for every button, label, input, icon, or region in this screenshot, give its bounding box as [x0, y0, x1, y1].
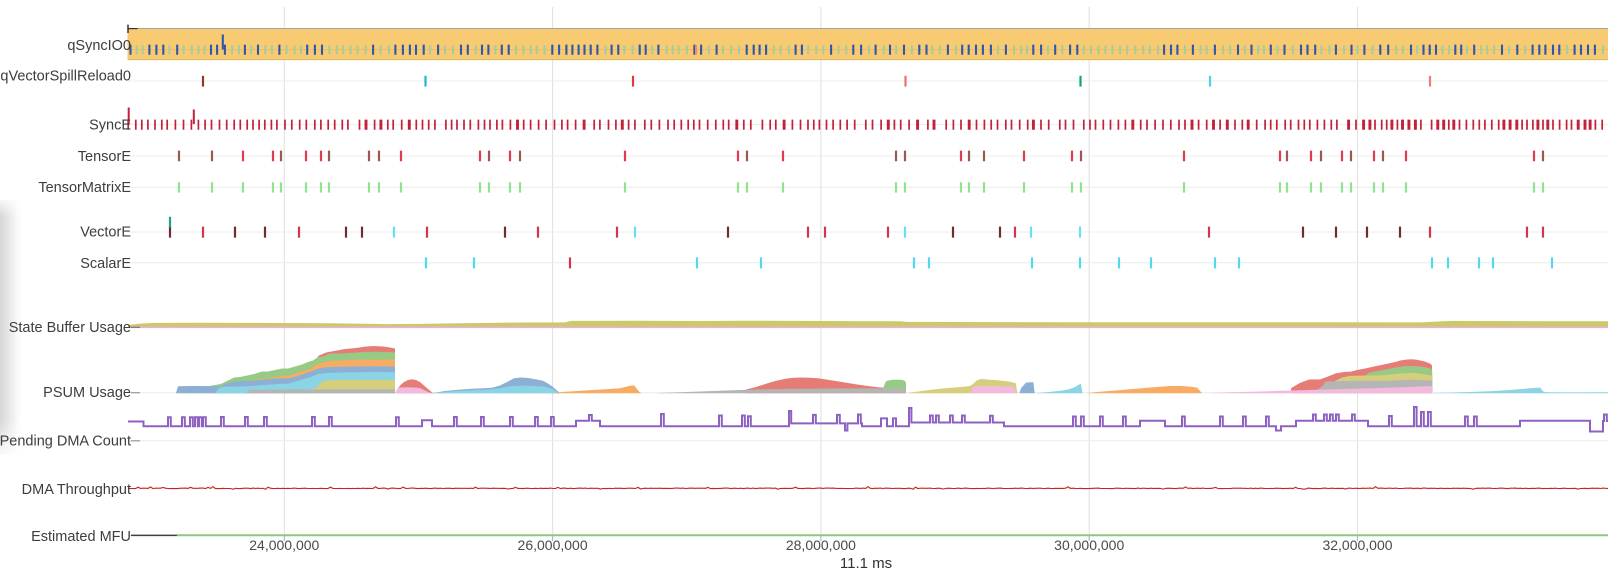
svg-text:28,000,000: 28,000,000	[786, 537, 856, 553]
svg-text:qSyncIO0: qSyncIO0	[67, 38, 131, 54]
svg-text:State Buffer Usage: State Buffer Usage	[9, 320, 131, 336]
svg-text:SyncE: SyncE	[89, 118, 131, 134]
svg-text:Pending DMA Count: Pending DMA Count	[0, 434, 131, 450]
svg-text:TensorMatrixE: TensorMatrixE	[38, 180, 131, 196]
svg-text:Estimated MFU: Estimated MFU	[31, 529, 131, 545]
svg-text:32,000,000: 32,000,000	[1322, 537, 1392, 553]
svg-text:TensorE: TensorE	[78, 149, 132, 165]
svg-text:30,000,000: 30,000,000	[1054, 537, 1124, 553]
svg-text:DMA Throughput: DMA Throughput	[22, 482, 131, 498]
svg-text:11.1 ms: 11.1 ms	[840, 555, 892, 572]
svg-text:24,000,000: 24,000,000	[249, 537, 319, 553]
svg-text:26,000,000: 26,000,000	[518, 537, 588, 553]
svg-text:VectorE: VectorE	[80, 225, 131, 241]
svg-text:qVectorSpillReload0: qVectorSpillReload0	[0, 69, 131, 85]
svg-text:PSUM Usage: PSUM Usage	[43, 385, 131, 401]
svg-text:ScalarE: ScalarE	[80, 256, 131, 272]
